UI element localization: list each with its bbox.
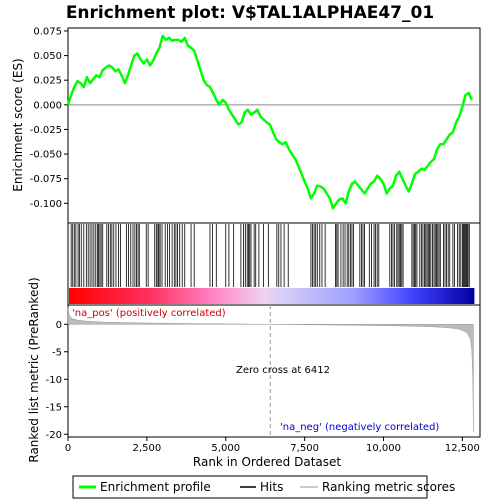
chart-title: Enrichment plot: V$TAL1ALPHAE47_01 [66, 3, 434, 23]
enrichment-profile-line [66, 34, 473, 210]
es-y-tick-label: 0.075 [33, 26, 62, 37]
x-ticks: 0 2,500 5,000 7,500 10,000 12,500 [65, 437, 480, 454]
x-tick-label: 10,000 [366, 443, 401, 454]
es-y-tick-label: -0.050 [30, 150, 62, 161]
metric-y-tick-label: -15 [46, 402, 62, 413]
legend-ranking-label: Ranking metric scores [322, 480, 455, 494]
hit-marks [70, 224, 470, 287]
metric-panel: 0 -5 -10 -15 -20 0 2,500 5,000 7,500 10,000 12,50… [27, 277, 481, 469]
es-y-tick-label: 0.025 [33, 76, 62, 87]
x-tick-label: 12,500 [445, 443, 480, 454]
es-y-tick-label: -0.025 [30, 125, 62, 136]
metric-y-tick-label: -10 [46, 375, 62, 386]
es-y-tick-label: -0.075 [30, 174, 62, 185]
rank-color-band [69, 288, 475, 304]
metric-y-ticks: 0 -5 -10 -15 -20 [46, 320, 68, 441]
x-axis-label: Rank in Ordered Dataset [193, 455, 341, 469]
metric-y-tick-label: -5 [52, 347, 62, 358]
neg-correlated-label: 'na_neg' (negatively correlated) [280, 422, 439, 433]
legend: Enrichment profile Hits Ranking metric s… [72, 475, 455, 499]
legend-enrichment-label: Enrichment profile [100, 480, 211, 494]
metric-y-axis-label: Ranked list metric (PreRanked) [27, 277, 41, 462]
legend-hits-label: Hits [260, 480, 283, 494]
es-y-axis-label: Enrichment score (ES) [11, 58, 25, 191]
x-tick-label: 7,500 [290, 443, 319, 454]
pos-correlated-label: 'na_pos' (positively correlated) [72, 308, 226, 319]
ranking-metric-area [67, 307, 474, 432]
es-y-tick-label: -0.100 [30, 199, 62, 210]
metric-y-tick-label: 0 [56, 320, 62, 331]
es-y-tick-label: 0.000 [33, 100, 62, 111]
x-tick-label: 2,500 [133, 443, 162, 454]
es-panel: 0.075 0.050 0.025 0.000 -0.025 -0.050 -0.075 -0… [11, 26, 481, 224]
es-y-ticks: 0.075 0.050 0.025 0.000 -0.025 -0.050 -0.075 -0… [30, 26, 68, 210]
es-plot-frame [67, 27, 481, 224]
metric-frame [67, 304, 481, 438]
zero-cross-label: Zero cross at 6412 [236, 365, 330, 376]
es-y-tick-label: 0.050 [33, 51, 62, 62]
x-tick-label: 0 [65, 443, 71, 454]
hits-panel [67, 222, 481, 306]
x-tick-label: 5,000 [211, 443, 240, 454]
metric-y-tick-label: -20 [46, 430, 62, 441]
